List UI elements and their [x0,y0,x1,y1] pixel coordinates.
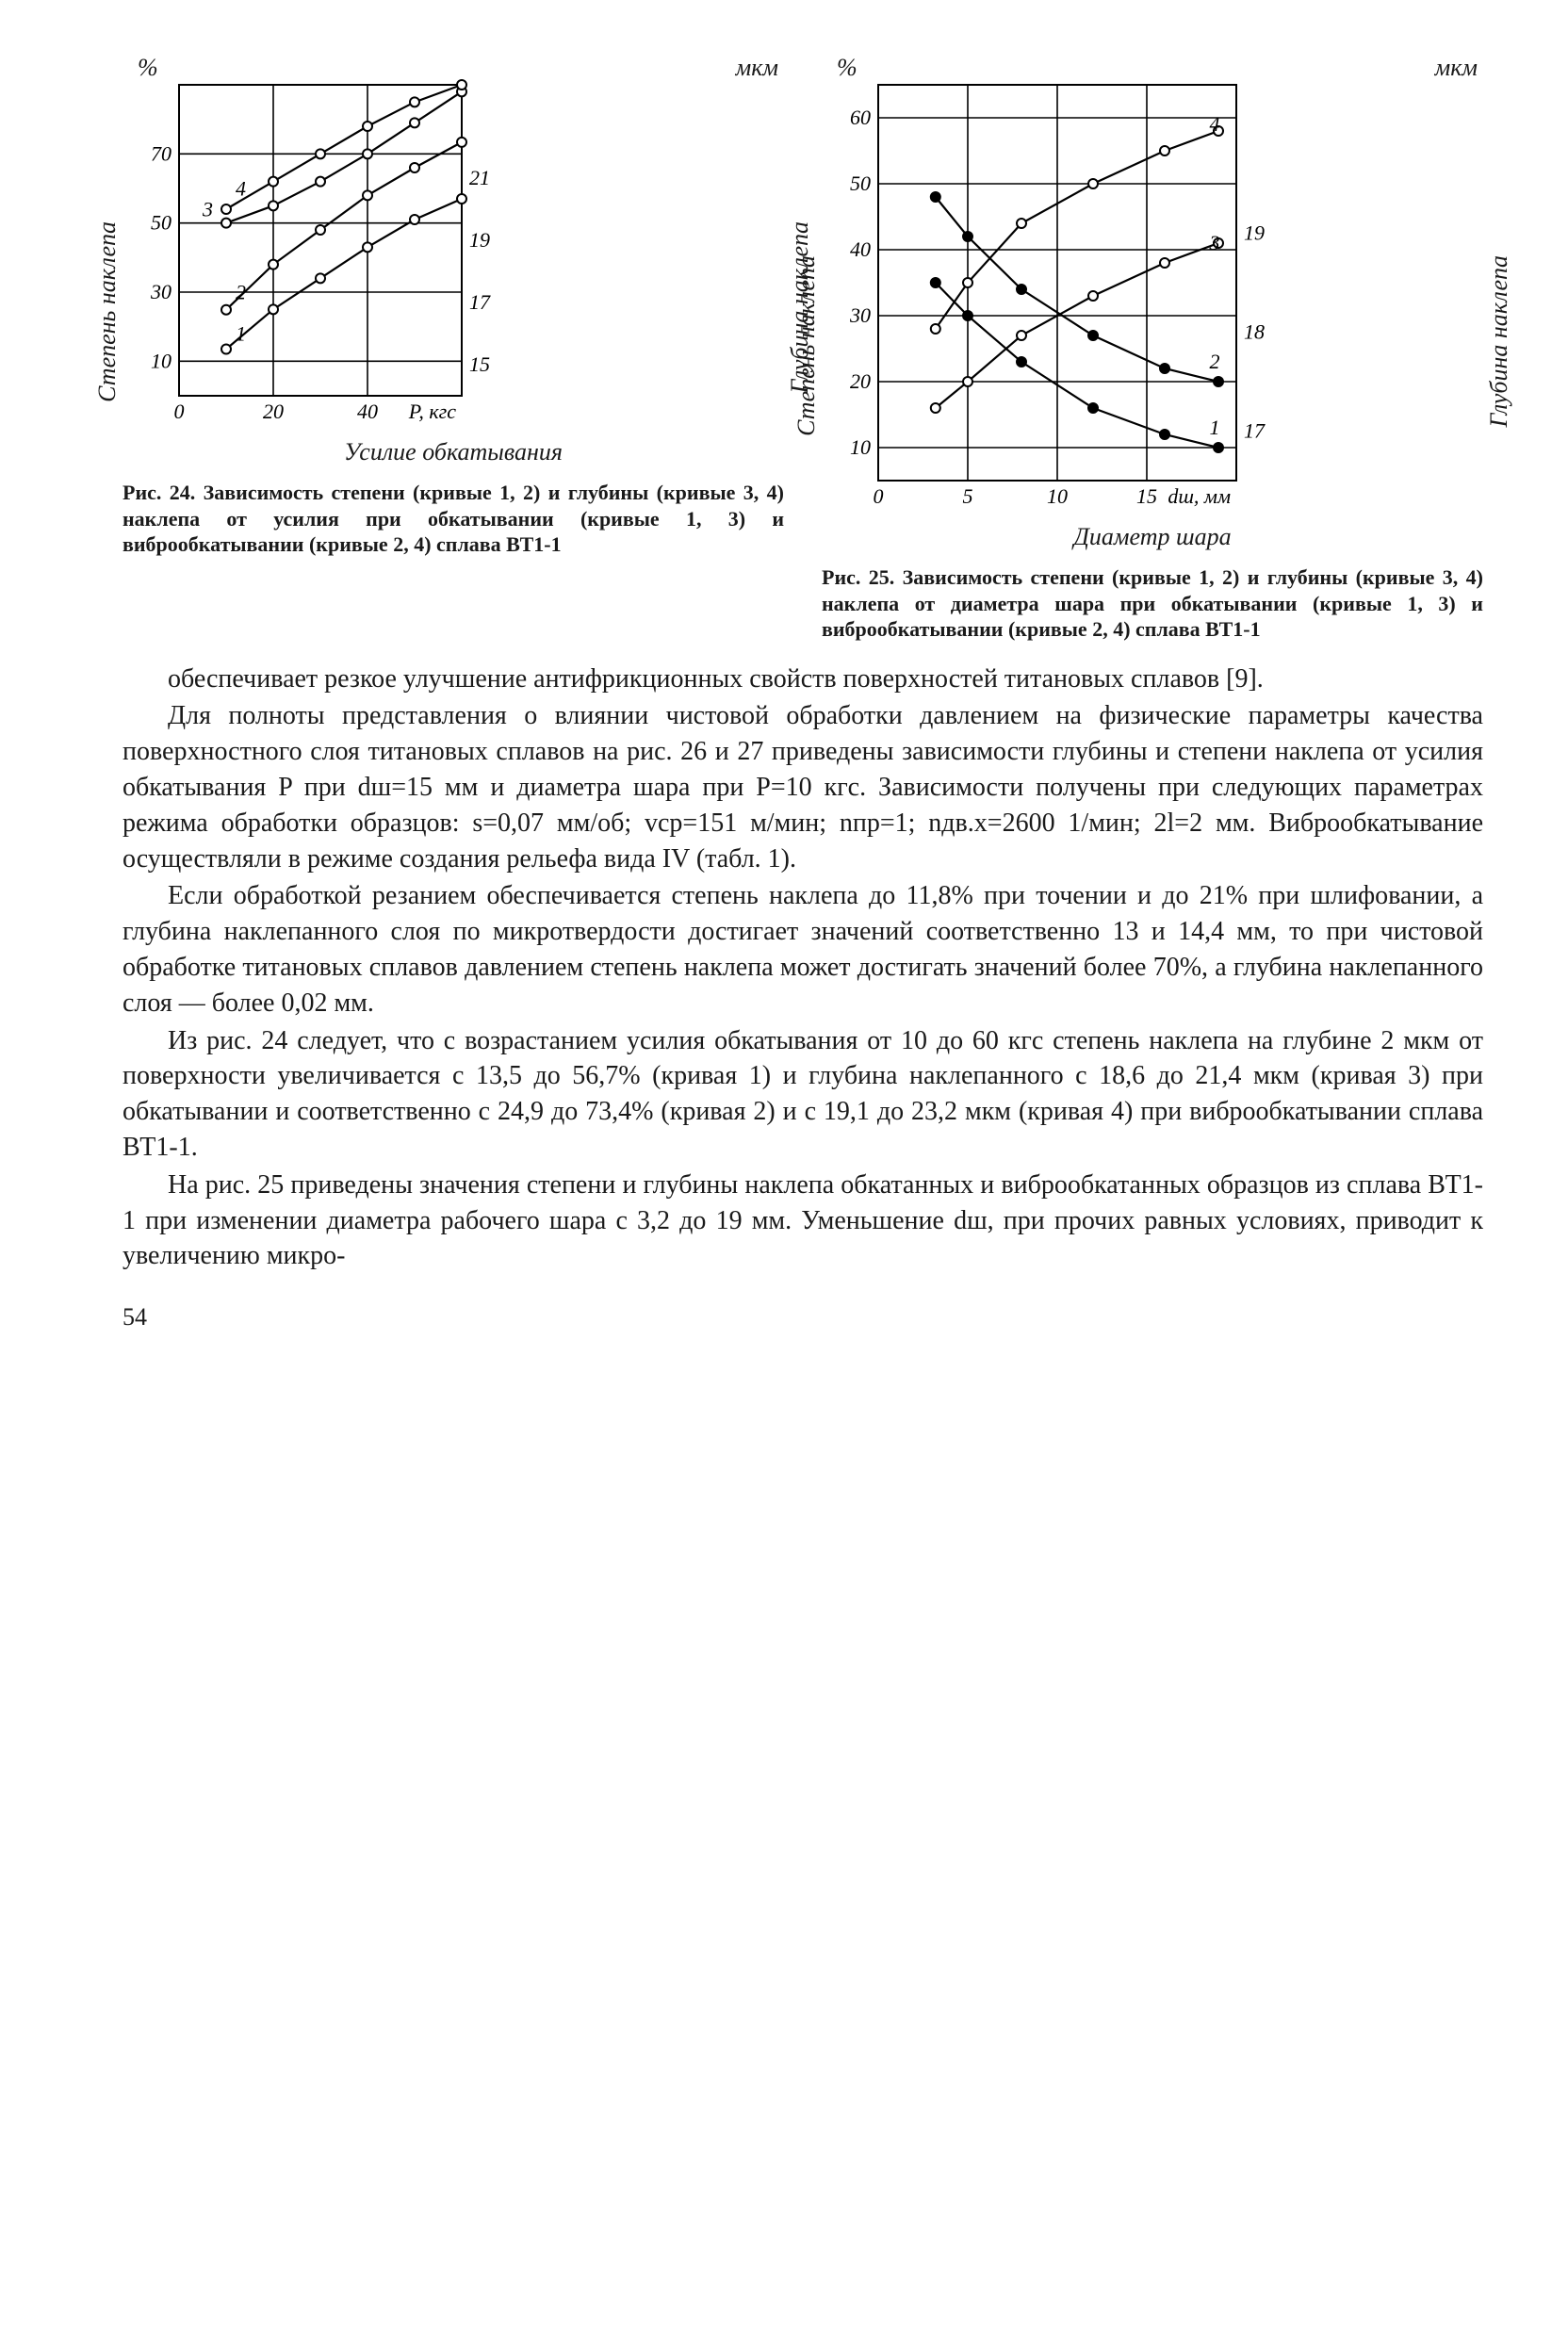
fig24-unit-left: % [138,51,158,84]
svg-text:10: 10 [850,435,871,459]
fig25-unit-left: % [837,51,858,84]
svg-text:21: 21 [469,166,490,189]
paragraph-1: обеспечивает резкое улучшение антифрикци… [122,662,1483,697]
fig24-svg: 10 30 50 70 15 17 19 21 0 20 40 P, кгс 1 2 34 [122,57,518,433]
svg-text:15: 15 [1136,484,1157,508]
svg-text:40: 40 [357,400,378,423]
page-number: 54 [122,1300,1483,1333]
svg-text:1: 1 [236,321,246,345]
svg-text:50: 50 [151,211,172,235]
svg-text:10: 10 [1047,484,1068,508]
fig25-xlabel-text: Диаметр шара [1073,523,1231,550]
svg-text:3: 3 [1209,231,1220,254]
fig25-xlabel: Диаметр шара [822,520,1483,553]
svg-text:40: 40 [850,237,871,261]
figure-24: % мкм Степень наклепа Глубина наклепа 10… [122,57,784,643]
svg-text:10: 10 [151,349,172,372]
fig25-ylabel-left: Степень наклепа [790,255,823,436]
svg-text:1: 1 [1210,416,1220,439]
svg-text:17: 17 [469,290,491,314]
paragraph-3: Если обработкой резанием обеспечивается … [122,878,1483,1021]
paragraph-5: На рис. 25 приведены значения степени и … [122,1168,1483,1274]
figure-25-chart: % мкм Степень наклепа Глубина наклепа 10… [822,57,1483,553]
svg-text:4: 4 [236,176,246,200]
fig24-xlabel: Усилие обкатывания [122,435,784,468]
figure-25: % мкм Степень наклепа Глубина наклепа 10… [822,57,1483,643]
svg-text:18: 18 [1244,320,1265,344]
svg-text:P, кгс: P, кгс [408,400,456,423]
svg-text:17: 17 [1244,419,1266,443]
svg-text:30: 30 [849,303,871,327]
svg-text:3: 3 [202,197,213,220]
svg-text:50: 50 [850,172,871,195]
figures-row: % мкм Степень наклепа Глубина наклепа 10… [122,57,1483,643]
fig24-caption: Рис. 24. Зависимость степени (кривые 1, … [122,480,784,558]
svg-text:5: 5 [963,484,973,508]
svg-text:70: 70 [151,141,172,165]
svg-text:15: 15 [469,352,490,376]
fig24-xlabel-text: Усилие обкатывания [344,438,563,466]
fig25-unit-right: мкм [1435,51,1478,84]
fig25-caption: Рис. 25. Зависимость степени (кривые 1, … [822,564,1483,643]
svg-text:2: 2 [236,280,246,303]
body-text: обеспечивает резкое улучшение антифрикци… [122,662,1483,1275]
svg-text:0: 0 [174,400,185,423]
fig24-unit-right: мкм [736,51,778,84]
svg-text:60: 60 [850,106,871,129]
paragraph-2: Для полноты представления о влиянии чист… [122,698,1483,876]
fig25-ylabel-right: Глубина наклепа [1482,255,1515,428]
svg-text:dш, мм: dш, мм [1168,484,1231,508]
svg-text:20: 20 [850,369,871,393]
fig24-ylabel-left: Степень наклепа [90,221,123,402]
svg-text:20: 20 [263,400,284,423]
svg-text:19: 19 [1244,221,1265,245]
svg-text:30: 30 [150,280,172,303]
figure-24-chart: % мкм Степень наклепа Глубина наклепа 10… [122,57,784,468]
fig25-svg: 10 20 30 40 50 60 17 18 19 0 5 10 15 dш, мм 1 2 3 4 [822,57,1293,518]
svg-text:19: 19 [469,228,490,252]
svg-text:4: 4 [1210,112,1220,136]
svg-text:0: 0 [874,484,884,508]
svg-text:2: 2 [1210,350,1220,373]
paragraph-4: Из рис. 24 следует, что с возрастанием у… [122,1023,1483,1166]
